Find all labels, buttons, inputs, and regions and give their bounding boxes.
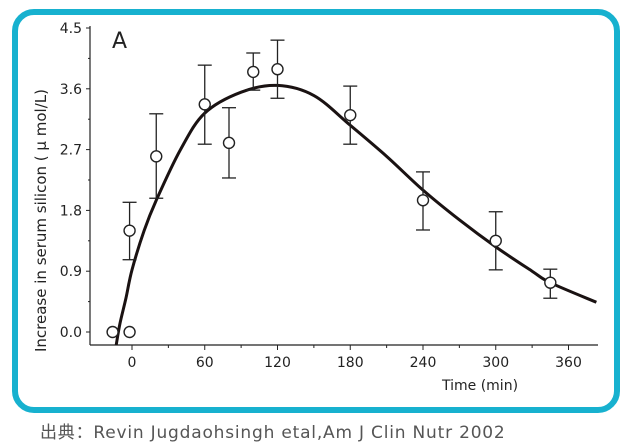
x-tick-label: 120 bbox=[264, 355, 291, 371]
data-point bbox=[123, 325, 136, 339]
data-point bbox=[123, 224, 136, 237]
data-point bbox=[271, 63, 284, 76]
y-tick-label: 0.9 bbox=[60, 264, 82, 280]
y-tick-label: 3.6 bbox=[60, 82, 82, 98]
x-axis-label: Time (min) bbox=[441, 378, 518, 394]
axes: 0.0 0.9 1.8 2.7 3.6 4.5 0 60 120 180 240 300 360 bbox=[60, 21, 598, 371]
data-point bbox=[222, 136, 236, 150]
y-tick-label: 4.5 bbox=[60, 21, 82, 37]
x-tick-label: 300 bbox=[482, 355, 509, 371]
x-tick-label: 60 bbox=[196, 355, 214, 371]
x-tick-label: 240 bbox=[410, 355, 437, 371]
data-point bbox=[106, 325, 119, 339]
data-point bbox=[416, 194, 430, 207]
y-axis-label: Increase in serum silicon ( μ mol/L) bbox=[32, 89, 50, 352]
fit-curve bbox=[114, 83, 597, 346]
y-tick-label: 2.7 bbox=[60, 143, 82, 159]
data-point bbox=[150, 150, 163, 163]
x-tick-label: 180 bbox=[337, 355, 364, 371]
data-point bbox=[247, 65, 260, 79]
x-tick-label: 0 bbox=[128, 355, 137, 371]
source-caption: 出典：Revin Jugdaohsingh etal,Am J Clin Nut… bbox=[40, 423, 506, 443]
y-tick-label: 1.8 bbox=[60, 203, 82, 219]
panel-label: A bbox=[112, 29, 127, 54]
data-point bbox=[489, 234, 502, 248]
data-point bbox=[344, 108, 357, 122]
marks bbox=[106, 39, 597, 346]
data-point bbox=[198, 98, 211, 111]
x-tick-label: 360 bbox=[555, 355, 582, 371]
data-point bbox=[544, 276, 557, 289]
y-tick-label: 0.0 bbox=[60, 325, 82, 341]
chart-frame bbox=[12, 9, 620, 413]
